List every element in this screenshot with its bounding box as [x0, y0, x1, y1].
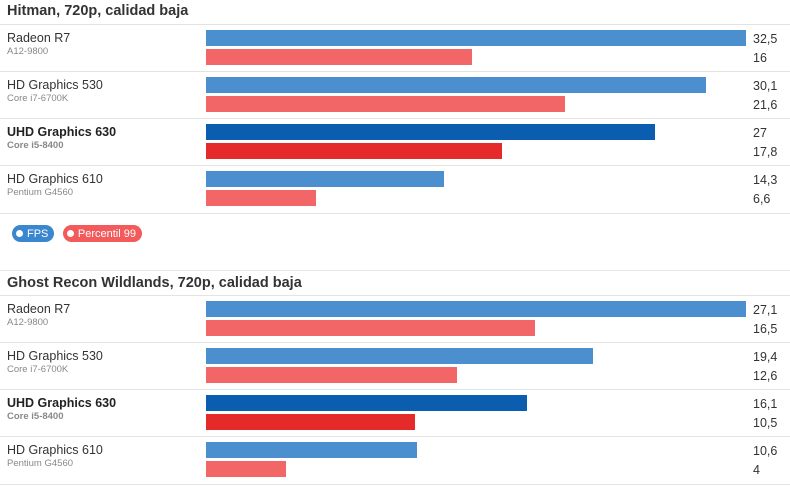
bar-fps	[206, 348, 593, 364]
bar-fps	[206, 395, 527, 411]
bar-percentil-99	[206, 320, 535, 336]
cpu-label: Pentium G4560	[7, 458, 74, 469]
value-label-fps: 16,1	[753, 397, 778, 411]
value-label-fps: 32,5	[753, 32, 778, 46]
bar-percentil-99	[206, 461, 286, 477]
legend-label-fps: FPS	[27, 227, 49, 240]
legend-item-fps[interactable]: FPS	[12, 225, 55, 242]
gpu-label: HD Graphics 530	[7, 349, 103, 363]
cpu-label: Pentium G4560	[7, 187, 74, 198]
value-label-percentil-99: 10,5	[753, 416, 778, 430]
value-label-percentil-99: 16,5	[753, 322, 778, 336]
cpu-label: A12-9800	[7, 317, 49, 328]
cpu-label: A12-9800	[7, 46, 49, 57]
legend-dot-icon	[66, 230, 74, 237]
bar-percentil-99	[206, 143, 502, 159]
value-label-fps: 27	[753, 126, 767, 140]
gpu-label: UHD Graphics 630	[7, 125, 117, 139]
gpu-label: Radeon R7	[7, 31, 71, 45]
bar-row: UHD Graphics 630 Core i5-8400 16,1 10,5	[0, 389, 790, 437]
cpu-label: Core i7-6700K	[7, 93, 69, 104]
bar-row: HD Graphics 610 Pentium G4560 10,6 4	[0, 436, 790, 485]
value-label-fps: 27,1	[753, 303, 778, 317]
gpu-label: HD Graphics 530	[7, 78, 103, 92]
value-label-percentil-99: 17,8	[753, 145, 778, 159]
bar-row: HD Graphics 530 Core i7-6700K 30,1 21,6	[0, 71, 790, 119]
gpu-label: UHD Graphics 630	[7, 396, 117, 410]
value-label-percentil-99: 12,6	[753, 369, 778, 383]
bar-row: HD Graphics 610 Pentium G4560 14,3 6,6	[0, 165, 790, 214]
chart-title: Ghost Recon Wildlands, 720p, calidad baj…	[7, 275, 302, 291]
divider	[0, 270, 790, 271]
bar-percentil-99	[206, 367, 457, 383]
bar-percentil-99	[206, 414, 415, 430]
bar-fps	[206, 30, 746, 46]
bar-fps	[206, 77, 706, 93]
value-label-percentil-99: 4	[753, 463, 760, 477]
value-label-percentil-99: 6,6	[753, 192, 771, 206]
bar-row: Radeon R7 A12-9800 27,1 16,5	[0, 295, 790, 343]
bar-fps	[206, 124, 655, 140]
gpu-label: Radeon R7	[7, 302, 71, 316]
bar-row: Radeon R7 A12-9800 32,5 16	[0, 24, 790, 72]
bar-percentil-99	[206, 49, 472, 65]
value-label-fps: 14,3	[753, 173, 778, 187]
value-label-percentil-99: 21,6	[753, 98, 778, 112]
value-label-percentil-99: 16	[753, 51, 767, 65]
bar-fps	[206, 171, 444, 187]
bar-fps	[206, 442, 417, 458]
cpu-label: Core i5-8400	[7, 140, 64, 151]
legend-label-percentil-99: Percentil 99	[77, 227, 136, 240]
bar-percentil-99	[206, 190, 316, 206]
value-label-fps: 30,1	[753, 79, 778, 93]
gpu-label: HD Graphics 610	[7, 443, 103, 457]
chart-title: Hitman, 720p, calidad baja	[7, 3, 189, 19]
bar-percentil-99	[206, 96, 565, 112]
value-label-fps: 19,4	[753, 350, 778, 364]
bar-fps	[206, 301, 746, 317]
value-label-fps: 10,6	[753, 444, 778, 458]
bar-row: HD Graphics 530 Core i7-6700K 19,4 12,6	[0, 342, 790, 390]
cpu-label: Core i7-6700K	[7, 364, 69, 375]
gpu-label: HD Graphics 610	[7, 172, 103, 186]
legend: FPS Percentil 99	[12, 225, 146, 243]
bar-row: UHD Graphics 630 Core i5-8400 27 17,8	[0, 118, 790, 166]
legend-item-percentil-99[interactable]: Percentil 99	[62, 225, 142, 242]
legend-dot-icon	[16, 230, 23, 237]
cpu-label: Core i5-8400	[7, 411, 64, 422]
